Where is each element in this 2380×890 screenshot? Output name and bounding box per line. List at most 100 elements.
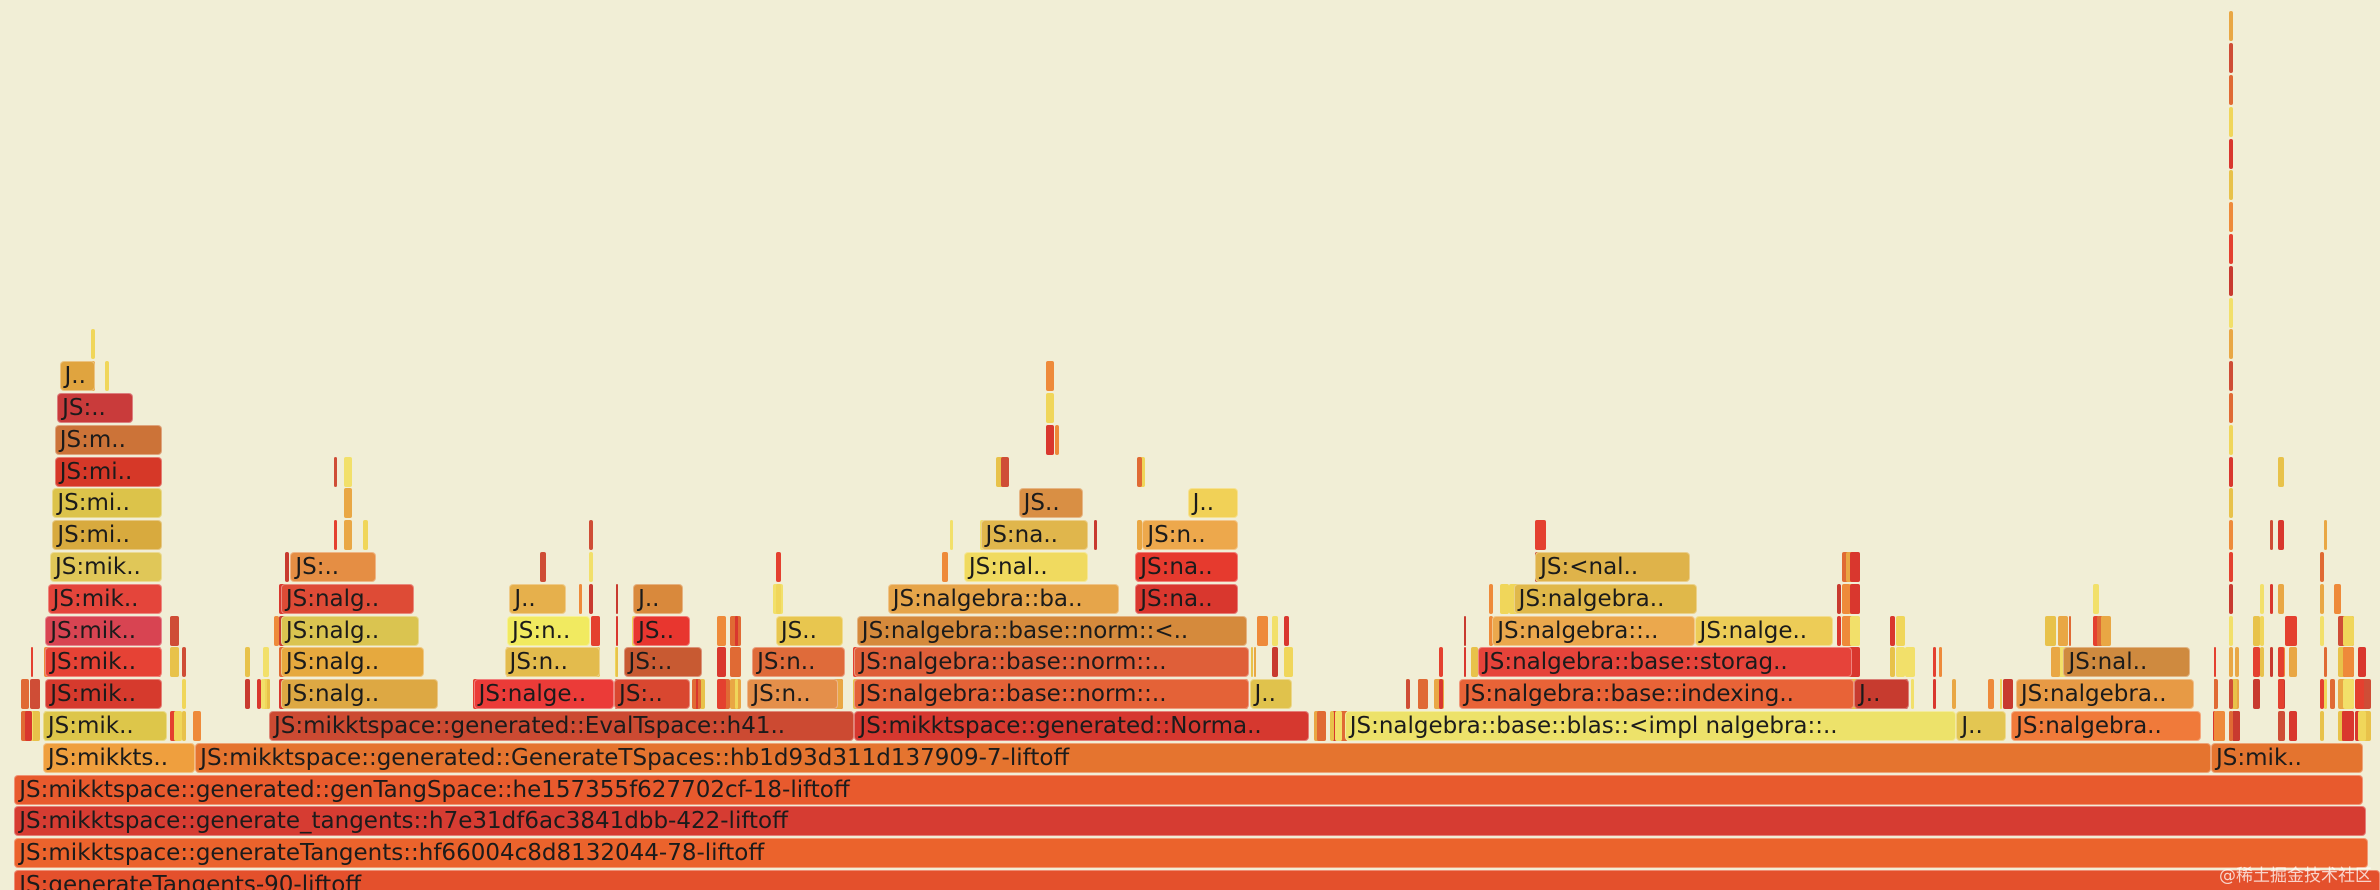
flame-frame-narrow[interactable]	[776, 552, 782, 582]
flame-frame-narrow[interactable]	[2229, 552, 2233, 582]
flame-frame-narrow[interactable]	[2269, 520, 2274, 551]
flame-frame-narrow[interactable]	[1841, 583, 1850, 614]
flame-frame-narrow[interactable]	[1251, 647, 1254, 678]
flame-frame[interactable]: JS:nalgebra::base::indexing..	[1458, 679, 1855, 710]
flame-frame-narrow[interactable]	[261, 679, 265, 710]
flame-frame-narrow[interactable]	[2362, 711, 2372, 741]
flame-frame[interactable]: J..	[509, 583, 567, 614]
flame-frame-narrow[interactable]	[1046, 424, 1055, 455]
flame-frame[interactable]: J..	[59, 361, 96, 392]
flame-frame-narrow[interactable]	[588, 520, 593, 551]
flame-frame-narrow[interactable]	[2284, 615, 2293, 646]
flame-frame-narrow[interactable]	[262, 679, 269, 710]
flame-frame-narrow[interactable]	[1938, 647, 1942, 678]
flame-frame-narrow[interactable]	[2338, 615, 2346, 646]
flame-frame-narrow[interactable]	[1000, 456, 1010, 487]
flame-frame-narrow[interactable]	[2358, 711, 2367, 741]
flame-frame-narrow[interactable]	[21, 711, 29, 741]
flame-frame-narrow[interactable]	[1535, 520, 1544, 551]
flame-frame-narrow[interactable]	[1136, 520, 1142, 551]
flame-frame[interactable]: JS..	[775, 615, 843, 646]
flame-frame-narrow[interactable]	[588, 583, 593, 614]
flame-frame-narrow[interactable]	[2229, 424, 2233, 455]
flame-frame[interactable]: JS..	[633, 615, 691, 646]
flame-frame-narrow[interactable]	[2051, 647, 2060, 678]
flame-frame-narrow[interactable]	[2229, 456, 2233, 487]
flame-frame-narrow[interactable]	[2229, 43, 2233, 74]
flame-frame-narrow[interactable]	[2338, 711, 2346, 741]
flame-frame-narrow[interactable]	[1271, 647, 1278, 678]
flame-frame-narrow[interactable]	[362, 520, 368, 551]
flame-frame-narrow[interactable]	[776, 583, 782, 614]
flame-frame[interactable]: JS:mikktspace::generated::EvalTspace::h4…	[268, 711, 855, 741]
flame-frame-narrow[interactable]	[2342, 647, 2354, 678]
flame-frame-narrow[interactable]	[1932, 647, 1937, 678]
flame-frame[interactable]: JS:generateTangents-90-liftoff	[14, 870, 2380, 890]
flame-frame-narrow[interactable]	[266, 679, 270, 710]
flame-frame-narrow[interactable]	[2277, 583, 2285, 614]
flame-frame[interactable]: JS:na..	[1135, 552, 1238, 582]
flame-frame-narrow[interactable]	[2354, 679, 2364, 710]
flame-frame-narrow[interactable]	[2057, 647, 2069, 678]
flame-frame-narrow[interactable]	[2229, 234, 2233, 264]
flame-frame[interactable]: JS:nalgebra::base::norm::<..	[856, 615, 1248, 646]
flame-frame-narrow[interactable]	[2338, 679, 2346, 710]
flame-frame-narrow[interactable]	[2229, 583, 2233, 614]
flame-frame-narrow[interactable]	[1093, 520, 1097, 551]
flame-frame-narrow[interactable]	[539, 552, 547, 582]
flame-frame[interactable]: JS:nalg..	[280, 583, 415, 614]
flame-frame-narrow[interactable]	[1850, 615, 1860, 646]
flame-frame-narrow[interactable]	[245, 647, 251, 678]
flame-frame-narrow[interactable]	[1889, 647, 1896, 678]
flame-frame-narrow[interactable]	[1470, 647, 1478, 678]
flame-frame[interactable]: JS:mi..	[54, 456, 162, 487]
flame-frame-narrow[interactable]	[1138, 456, 1146, 487]
flame-frame-narrow[interactable]	[1339, 711, 1348, 741]
flame-frame[interactable]: JS:mi..	[52, 520, 162, 551]
flame-frame[interactable]: JS:n..	[747, 679, 838, 710]
flame-frame-narrow[interactable]	[2277, 520, 2285, 551]
flame-frame-narrow[interactable]	[1406, 679, 1410, 710]
flame-frame[interactable]: JS:nalgebra::..	[1492, 615, 1695, 646]
flame-frame[interactable]: J..	[1249, 679, 1293, 710]
flame-frame[interactable]: JS:nalgebra::ba..	[887, 583, 1119, 614]
flame-frame-narrow[interactable]	[1836, 583, 1842, 614]
flame-frame-narrow[interactable]	[2002, 679, 2013, 710]
flame-frame[interactable]: JS:nalgebra..	[2011, 711, 2202, 741]
flame-frame-narrow[interactable]	[1257, 615, 1268, 646]
flame-frame-narrow[interactable]	[2235, 647, 2239, 678]
flame-frame-narrow[interactable]	[2277, 456, 2285, 487]
flame-frame-narrow[interactable]	[2252, 647, 2261, 678]
flame-frame-narrow[interactable]	[1932, 679, 1937, 710]
flame-frame-narrow[interactable]	[2329, 679, 2336, 710]
flame-frame-narrow[interactable]	[2362, 679, 2372, 710]
flame-frame[interactable]: JS:nalgebra::base::norm::..	[854, 647, 1250, 678]
flame-frame-narrow[interactable]	[1904, 647, 1915, 678]
flame-frame-narrow[interactable]	[170, 647, 179, 678]
flame-frame[interactable]: JS:n..	[752, 647, 845, 678]
flame-frame-narrow[interactable]	[343, 456, 352, 487]
flame-frame-narrow[interactable]	[2320, 679, 2324, 710]
flame-frame[interactable]: JS:..	[290, 552, 377, 582]
flame-frame-narrow[interactable]	[2231, 679, 2237, 710]
flame-frame-narrow[interactable]	[2252, 679, 2261, 710]
flame-frame-narrow[interactable]	[1499, 583, 1510, 614]
flame-frame[interactable]: JS:nalgebra..	[2015, 679, 2195, 710]
flame-frame-narrow[interactable]	[2289, 711, 2298, 741]
flame-frame[interactable]: JS:na..	[1135, 583, 1238, 614]
flame-frame[interactable]: JS:nalgebra::base::blas::<impl nalgebra:…	[1344, 711, 1957, 741]
flame-frame-narrow[interactable]	[2229, 11, 2233, 42]
flame-frame-narrow[interactable]	[2229, 106, 2233, 137]
flame-frame-narrow[interactable]	[25, 711, 32, 741]
flame-frame-narrow[interactable]	[2231, 711, 2240, 741]
flame-frame-narrow[interactable]	[2096, 615, 2104, 646]
flame-frame-narrow[interactable]	[30, 711, 40, 741]
flame-frame-narrow[interactable]	[1489, 615, 1494, 646]
flame-frame-narrow[interactable]	[2214, 647, 2217, 678]
flame-frame-narrow[interactable]	[262, 647, 269, 678]
flame-frame-narrow[interactable]	[2333, 583, 2341, 614]
flame-frame-narrow[interactable]	[245, 679, 251, 710]
flame-frame-narrow[interactable]	[2260, 583, 2264, 614]
flame-frame-narrow[interactable]	[2229, 711, 2233, 741]
flame-frame[interactable]: JS:nal..	[2063, 647, 2190, 678]
